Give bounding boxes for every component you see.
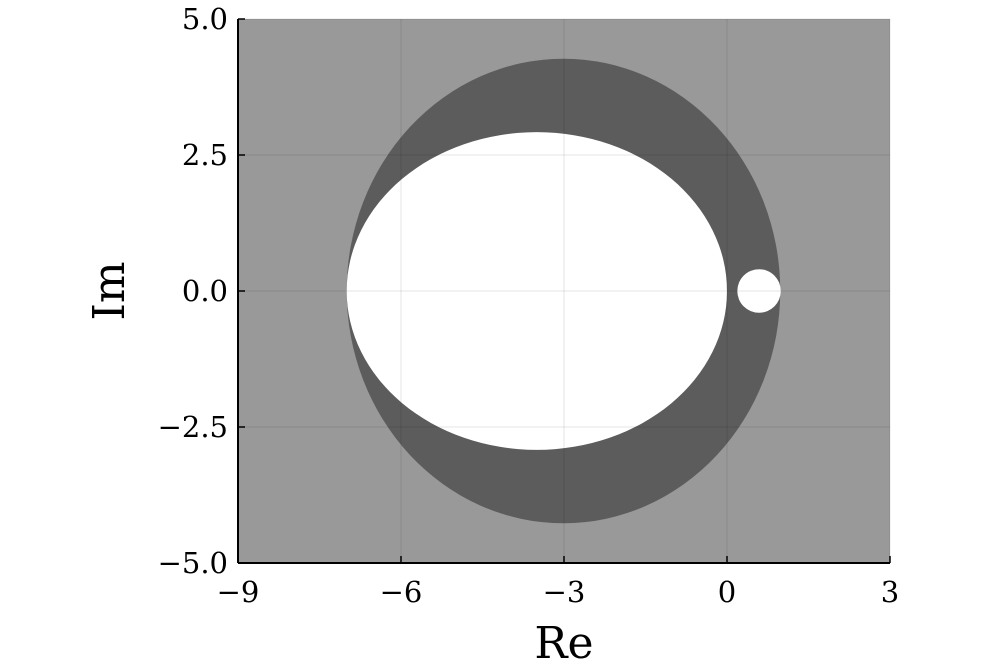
- regions: [346, 58, 781, 524]
- x-tick-label: 3: [881, 575, 899, 609]
- y-tick-label: 2.5: [182, 138, 228, 172]
- y-tick-label: −2.5: [158, 410, 228, 444]
- x-tick-label: −3: [543, 575, 586, 609]
- y-tick-label: 5.0: [182, 2, 228, 36]
- x-tick-label: −9: [217, 575, 260, 609]
- x-tick-label: −6: [380, 575, 423, 609]
- x-axis-label: Re: [534, 618, 593, 664]
- y-tick-label: 0.0: [182, 274, 228, 308]
- region: [346, 132, 727, 450]
- y-axis-label: Im: [84, 261, 135, 320]
- y-tick-label: −5.0: [158, 546, 228, 580]
- region: [737, 269, 781, 313]
- x-tick-label: 0: [718, 575, 736, 609]
